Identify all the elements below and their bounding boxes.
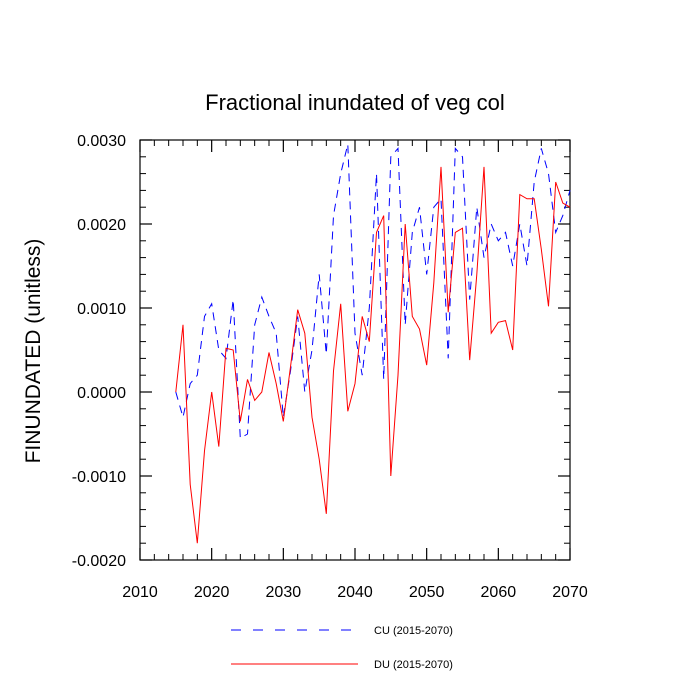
x-tick-label: 2020 — [194, 584, 230, 601]
series-layer — [175, 144, 571, 544]
x-tick-label: 2060 — [481, 584, 517, 601]
legend: CU (2015-2070) DU (2015-2070) — [231, 625, 453, 671]
series-line-du — [175, 166, 571, 544]
y-tick-label: 0.0010 — [77, 301, 126, 318]
series-line-cu — [175, 144, 571, 440]
y-tick-label: -0.0010 — [72, 469, 126, 486]
x-tick-label: 2030 — [266, 584, 302, 601]
x-tick-label: 2040 — [337, 584, 373, 601]
y-tick-label: 0.0000 — [77, 385, 126, 402]
x-tick-label: 2010 — [122, 584, 158, 601]
chart-title: Fractional inundated of veg col — [205, 90, 505, 115]
legend-label-du: DU (2015-2070) — [374, 659, 453, 671]
axis-ticks: 2010 2020 2030 2040 2050 2060 2070 -0.0020 -0.00… — [72, 133, 588, 601]
y-tick-label: 0.0030 — [77, 133, 126, 150]
y-tick-label: 0.0020 — [77, 217, 126, 234]
legend-label-cu: CU (2015-2070) — [374, 625, 453, 637]
x-tick-label: 2050 — [409, 584, 445, 601]
x-tick-label: 2070 — [552, 584, 588, 601]
y-axis-label: FINUNDATED (unitless) — [22, 239, 45, 464]
plot-frame — [139, 139, 571, 561]
y-tick-label: -0.0020 — [72, 553, 126, 570]
